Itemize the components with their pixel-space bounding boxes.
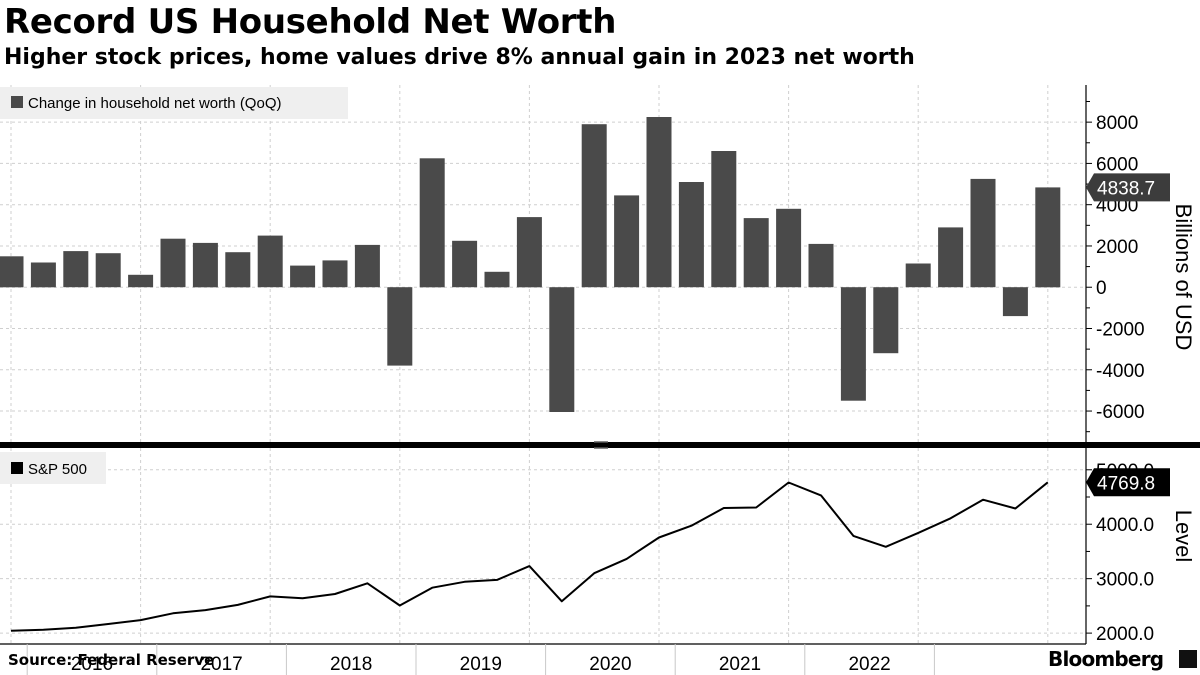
bar-2019-Q4 — [516, 217, 542, 288]
bar-2020-Q2 — [581, 124, 607, 288]
bar-2017-Q1 — [160, 238, 186, 288]
bar-2016-Q4 — [128, 274, 154, 288]
bar-2023-Q1 — [938, 227, 964, 288]
bar-2017-Q2 — [192, 242, 218, 288]
bar-2018-Q1 — [290, 265, 316, 288]
brand-logo: Bloomberg — [1048, 647, 1164, 671]
top-last-value-callout: 4838.7 — [1086, 173, 1170, 202]
bar-2021-Q2 — [711, 151, 737, 288]
bar-2022-Q4 — [905, 263, 931, 288]
axes: -6000-4000-2000020004000600080002000.030… — [0, 85, 1154, 675]
top-y-tick-label: 8000 — [1096, 113, 1138, 134]
source-note: Source: Federal Reserve — [8, 651, 215, 669]
grid — [0, 85, 1086, 644]
bar-2015-Q4 — [0, 256, 24, 288]
bar-2023-Q2 — [970, 178, 996, 288]
sp500-line — [10, 481, 1049, 632]
top-y-tick-label: 0 — [1096, 278, 1107, 299]
x-tick-label-2020: 2020 — [589, 654, 631, 675]
chart-subtitle: Higher stock prices, home values drive 8… — [4, 45, 915, 70]
x-tick-label-2021: 2021 — [719, 654, 761, 675]
bar-2018-Q3 — [354, 244, 380, 288]
bottom-legend: S&P 500 — [0, 452, 106, 484]
line-series — [10, 481, 1049, 632]
top-legend-label: Change in household net worth (QoQ) — [28, 95, 281, 112]
top-y-tick-label: -4000 — [1096, 361, 1145, 382]
bar-2018-Q2 — [322, 260, 348, 288]
bar-2017-Q4 — [257, 235, 283, 288]
top-y-axis-title: Billions of USD — [1171, 204, 1196, 351]
bar-2023-Q4 — [1035, 187, 1061, 288]
bar-2016-Q3 — [95, 253, 121, 288]
bar-2016-Q1 — [30, 262, 56, 288]
bar-2018-Q4 — [387, 287, 413, 366]
panel-divider — [0, 441, 1200, 449]
bar-2020-Q1 — [549, 287, 575, 412]
top-y-tick-label: 6000 — [1096, 154, 1138, 175]
bottom-last-value-label: 4769.8 — [1097, 473, 1155, 494]
bar-2019-Q3 — [484, 271, 510, 288]
x-tick-label-2022: 2022 — [848, 654, 890, 675]
bottom-y-axis-title: Level — [1171, 510, 1196, 563]
x-tick-label-2017: 2017 — [200, 654, 242, 675]
bar-2023-Q3 — [1002, 287, 1028, 317]
top-legend-box — [0, 87, 348, 119]
bar-2019-Q2 — [452, 240, 478, 288]
bar-2021-Q4 — [776, 208, 802, 288]
top-y-tick-label: 2000 — [1096, 237, 1138, 258]
top-last-value-label: 4838.7 — [1097, 178, 1155, 199]
bar-2017-Q3 — [225, 252, 251, 288]
bar-2016-Q2 — [63, 251, 89, 288]
top-legend: Change in household net worth (QoQ) — [0, 87, 348, 119]
top-legend-swatch — [11, 96, 23, 108]
top-y-tick-label: -2000 — [1096, 320, 1145, 341]
chart-title: Record US Household Net Worth — [4, 2, 617, 42]
bar-2020-Q3 — [614, 195, 640, 288]
bottom-y-tick-label: 2000.0 — [1096, 624, 1154, 645]
x-tick-label-2018: 2018 — [330, 654, 372, 675]
x-tick-label-2016: 2016 — [71, 654, 113, 675]
bottom-legend-label: S&P 500 — [28, 461, 87, 478]
bottom-y-tick-label: 3000.0 — [1096, 570, 1154, 591]
bar-2022-Q2 — [840, 287, 866, 401]
bottom-legend-swatch — [11, 462, 23, 474]
bottom-y-tick-label: 4000.0 — [1096, 515, 1154, 536]
bar-2021-Q1 — [678, 182, 704, 288]
brand-mark-icon — [1179, 650, 1197, 668]
bottom-last-value-callout: 4769.8 — [1086, 468, 1170, 497]
bar-2022-Q1 — [808, 243, 834, 288]
top-y-tick-label: -6000 — [1096, 402, 1145, 423]
bar-series — [0, 117, 1061, 412]
bar-2020-Q4 — [646, 117, 672, 288]
bar-2019-Q1 — [419, 158, 445, 288]
x-tick-label-2019: 2019 — [460, 654, 502, 675]
bar-2021-Q3 — [743, 218, 769, 288]
bar-2022-Q3 — [873, 287, 899, 354]
